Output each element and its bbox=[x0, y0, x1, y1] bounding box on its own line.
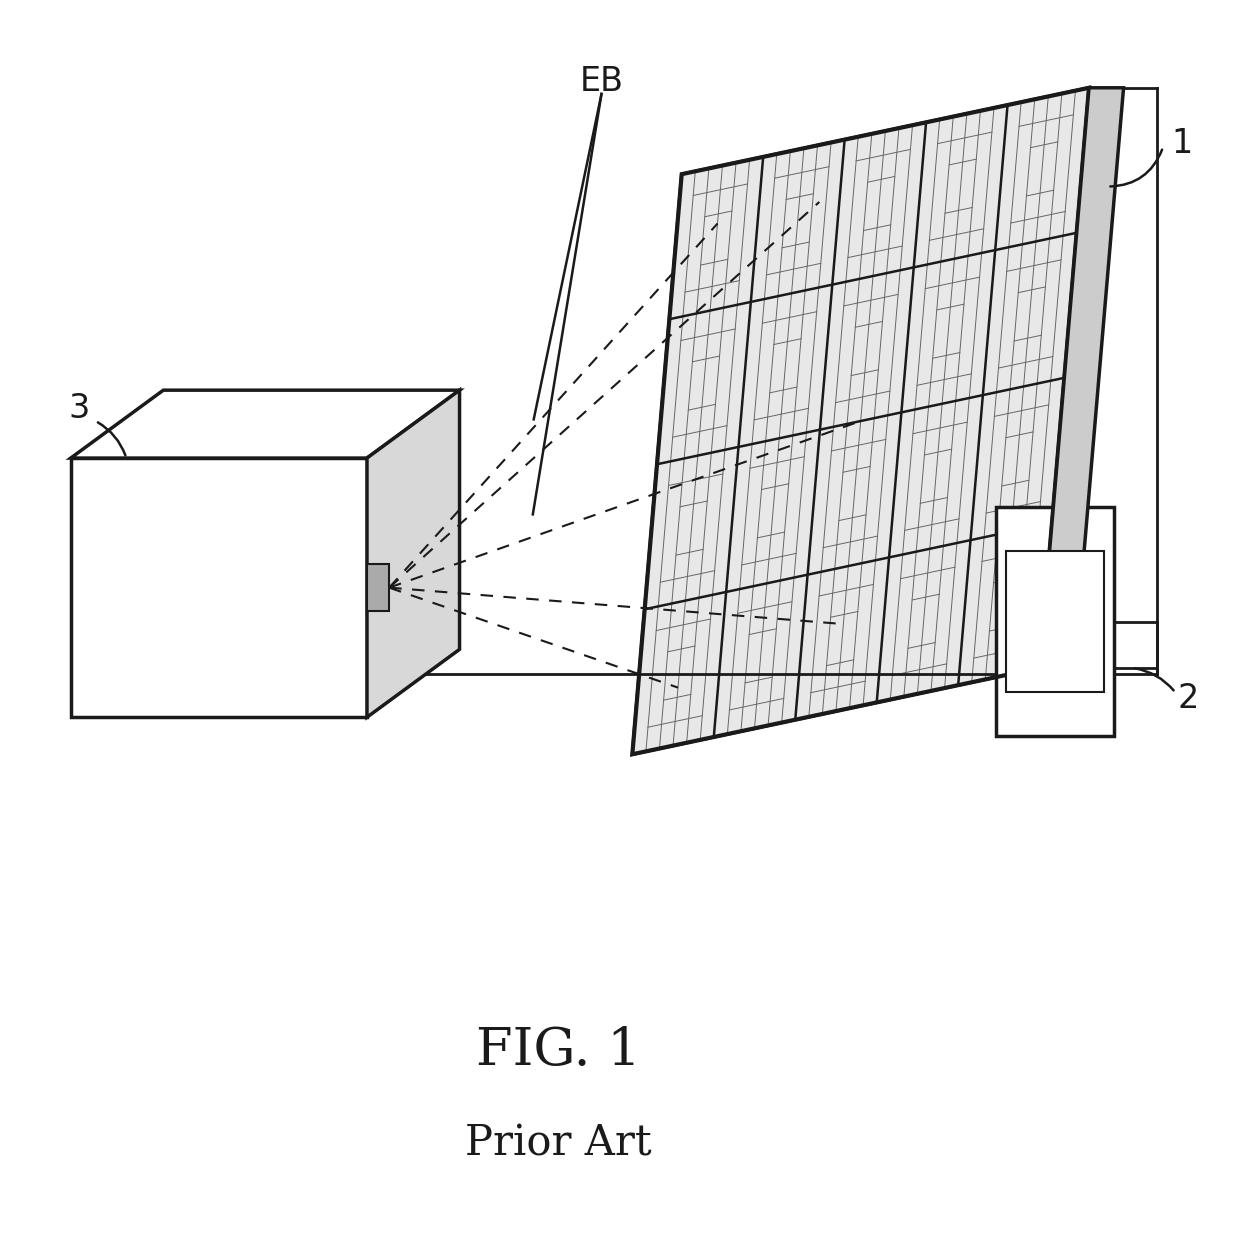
Polygon shape bbox=[670, 157, 763, 319]
Polygon shape bbox=[1039, 88, 1123, 668]
Polygon shape bbox=[714, 575, 807, 737]
Polygon shape bbox=[727, 429, 820, 593]
Polygon shape bbox=[996, 88, 1089, 250]
Text: 2: 2 bbox=[1177, 683, 1198, 715]
Polygon shape bbox=[877, 541, 971, 703]
Polygon shape bbox=[645, 447, 739, 610]
Polygon shape bbox=[71, 390, 460, 458]
Polygon shape bbox=[807, 412, 901, 575]
Polygon shape bbox=[632, 88, 1089, 755]
Polygon shape bbox=[751, 140, 844, 302]
Polygon shape bbox=[795, 558, 889, 720]
Polygon shape bbox=[832, 122, 926, 285]
Polygon shape bbox=[889, 395, 983, 558]
Text: FIG. 1: FIG. 1 bbox=[476, 1025, 641, 1076]
Polygon shape bbox=[901, 250, 996, 412]
Polygon shape bbox=[914, 105, 1008, 267]
Polygon shape bbox=[367, 390, 460, 717]
Polygon shape bbox=[983, 233, 1076, 395]
Text: 3: 3 bbox=[68, 392, 91, 426]
Polygon shape bbox=[959, 523, 1052, 685]
Bar bbox=[997, 507, 1114, 736]
Polygon shape bbox=[71, 458, 367, 717]
Polygon shape bbox=[820, 267, 914, 429]
Polygon shape bbox=[739, 285, 832, 447]
Polygon shape bbox=[632, 593, 727, 755]
Bar bbox=[367, 564, 389, 611]
Text: EB: EB bbox=[579, 66, 624, 98]
Bar bbox=[1007, 550, 1104, 693]
Polygon shape bbox=[971, 377, 1064, 541]
Text: Prior Art: Prior Art bbox=[465, 1122, 651, 1164]
Text: 1: 1 bbox=[1171, 127, 1192, 160]
Polygon shape bbox=[657, 302, 751, 464]
